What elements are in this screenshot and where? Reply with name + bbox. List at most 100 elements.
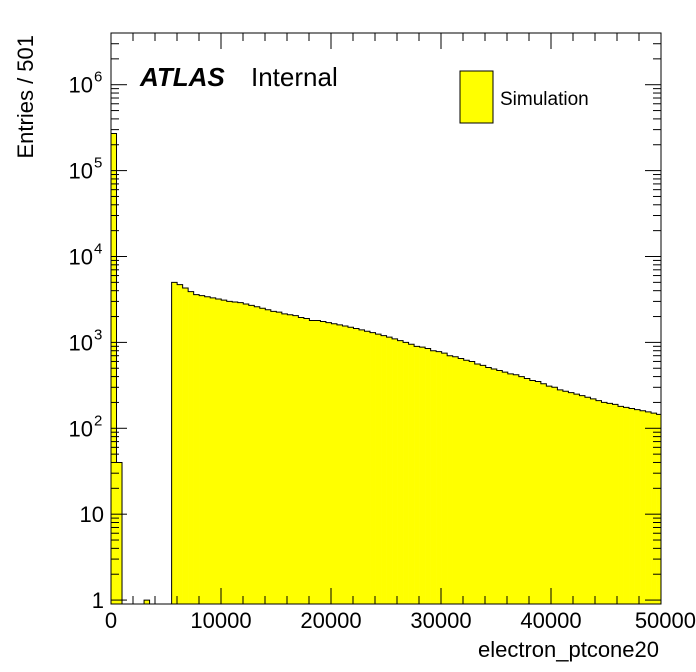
histogram-bar (386, 337, 393, 604)
histogram-bar (182, 287, 189, 604)
histogram-outline (111, 133, 662, 605)
y-tick-exponent: 3 (94, 326, 102, 343)
histogram-bar (612, 404, 619, 604)
histogram-bar (562, 391, 569, 604)
y-tick-label: 10 (69, 159, 93, 184)
histogram-bar (237, 302, 244, 604)
histogram-bar (243, 303, 250, 604)
y-tick-label: 10 (69, 330, 93, 355)
histogram-bar (584, 397, 591, 604)
histogram-bar (381, 335, 387, 604)
histogram-bar (276, 312, 283, 604)
histogram-bar (436, 351, 442, 604)
histogram-bar (579, 395, 586, 604)
legend-label-simulation: Simulation (500, 89, 589, 110)
histogram-bar (651, 413, 657, 604)
histogram-bar (171, 282, 178, 604)
x-axis-title: electron_ptcone20 (478, 637, 659, 662)
histogram-bar (485, 367, 492, 604)
histogram-bar (309, 320, 316, 604)
histogram-bar (595, 400, 602, 604)
histogram-bar (347, 327, 354, 604)
histogram-bar (265, 309, 272, 604)
histogram-bar (419, 347, 426, 604)
histogram-bar (248, 305, 255, 604)
histogram-bar (325, 322, 332, 604)
histogram-bar (480, 365, 487, 604)
histogram-bar (414, 346, 420, 604)
histogram-bar (458, 358, 465, 604)
histogram-bar (491, 369, 498, 604)
atlas-label: ATLAS (139, 62, 225, 92)
histogram-bar (590, 398, 597, 604)
histogram-bar (524, 378, 531, 604)
histogram-bar (425, 348, 431, 604)
x-tick-label: 30000 (410, 608, 471, 633)
histogram-bar (601, 402, 608, 604)
histogram-bar (392, 338, 398, 604)
histogram-bar (111, 133, 117, 604)
histogram-bar (408, 344, 415, 604)
y-axis-ticks (111, 32, 661, 601)
histogram-bar (199, 295, 205, 604)
histogram-bar (540, 383, 547, 604)
y-tick-exponent: 5 (94, 155, 102, 172)
x-tick-label: 40000 (520, 608, 581, 633)
histogram-bar (193, 294, 200, 604)
histogram-bar (656, 414, 662, 604)
histogram-bar (441, 353, 448, 604)
histogram-bar (469, 361, 476, 604)
x-axis-ticks (110, 33, 662, 604)
histogram-bar (623, 407, 630, 604)
y-tick-label: 10 (69, 73, 93, 98)
histogram-bar (640, 410, 646, 604)
histogram-bar (375, 334, 382, 604)
histogram-bar (303, 318, 310, 604)
histogram-bar (336, 324, 343, 604)
histogram-bar (430, 350, 437, 604)
histogram-bar (215, 299, 222, 604)
histogram-bar (314, 320, 321, 604)
histogram-bar (557, 389, 564, 604)
histogram-bar (287, 314, 294, 604)
histogram-bar (298, 317, 305, 604)
histogram-bar (370, 332, 376, 604)
histogram-bar (403, 342, 409, 604)
histogram-bar (518, 376, 525, 604)
histogram-bar (397, 340, 404, 604)
plot-frame (110, 32, 662, 605)
y-tick-label: 1 (92, 588, 104, 613)
internal-label: Internal (251, 62, 338, 92)
histogram-bar (226, 301, 233, 604)
x-axis-tick-labels: 0 10000 20000 30000 40000 50000 (105, 608, 696, 633)
histogram-bar (210, 297, 217, 604)
histogram-bar (144, 600, 150, 604)
histogram-bar (502, 372, 509, 604)
histogram-bar (618, 406, 624, 604)
histogram-bar (331, 323, 338, 604)
histogram-bar (535, 381, 542, 604)
histogram-bar (513, 374, 520, 604)
histogram-bars (111, 133, 662, 604)
histogram-bar (320, 321, 327, 604)
histogram-bar (568, 392, 575, 604)
y-tick-exponent: 6 (94, 69, 102, 86)
histogram-bar (629, 408, 635, 604)
x-tick-label: 0 (105, 608, 117, 633)
histogram-bar (529, 380, 536, 604)
y-tick-exponent: 4 (94, 240, 102, 257)
histogram-bar (463, 360, 470, 604)
histogram-bar (452, 356, 459, 604)
y-tick-label: 10 (80, 502, 104, 527)
y-axis-title: Entries / 501 (13, 35, 38, 159)
legend-swatch (459, 70, 494, 124)
histogram-bar (364, 331, 371, 604)
histogram-bar (342, 326, 349, 604)
histogram-bar (177, 284, 183, 604)
histogram-bar (634, 409, 641, 604)
histogram-bar (116, 462, 123, 604)
histogram-bar (507, 373, 514, 604)
x-tick-label: 20000 (300, 608, 361, 633)
